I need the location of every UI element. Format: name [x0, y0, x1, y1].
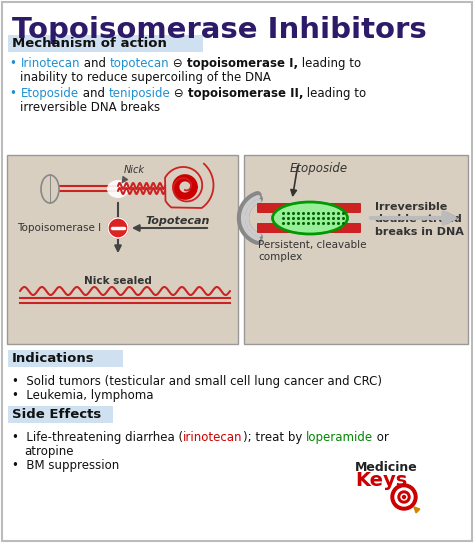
Text: Nick sealed: Nick sealed [84, 276, 152, 286]
Ellipse shape [107, 180, 129, 198]
Text: •: • [10, 57, 21, 70]
Circle shape [395, 488, 413, 506]
Text: teniposide: teniposide [109, 87, 170, 100]
Text: atropine: atropine [24, 445, 73, 458]
Text: Indications: Indications [12, 352, 95, 365]
FancyBboxPatch shape [257, 203, 361, 213]
Circle shape [108, 218, 128, 238]
Text: Topoisomerase I: Topoisomerase I [17, 223, 101, 233]
Text: •  Life-threatening diarrhea (: • Life-threatening diarrhea ( [12, 431, 183, 444]
Circle shape [401, 494, 407, 500]
Text: leading to: leading to [298, 57, 361, 70]
FancyBboxPatch shape [257, 223, 361, 233]
Circle shape [391, 484, 417, 510]
Text: •  Leukemia, lymphoma: • Leukemia, lymphoma [12, 389, 154, 402]
Text: loperamide: loperamide [306, 431, 373, 444]
Circle shape [402, 496, 405, 498]
Text: Mechanism of action: Mechanism of action [12, 37, 167, 50]
Text: leading to: leading to [303, 87, 366, 100]
Text: •  BM suppression: • BM suppression [12, 459, 119, 472]
Text: topoisomerase I,: topoisomerase I, [187, 57, 298, 70]
Text: topoisomerase II,: topoisomerase II, [188, 87, 303, 100]
Text: Irinotecan: Irinotecan [21, 57, 80, 70]
Circle shape [398, 491, 410, 503]
Text: Medicine: Medicine [355, 461, 418, 474]
Text: ⊖: ⊖ [170, 57, 187, 70]
Text: inability to reduce supercoiling of the DNA: inability to reduce supercoiling of the … [20, 71, 271, 84]
Text: topotecan: topotecan [110, 57, 170, 70]
Text: Irreversible
double-strand
breaks in DNA: Irreversible double-strand breaks in DNA [375, 202, 464, 237]
Text: •  Solid tumors (testicular and small cell lung cancer and CRC): • Solid tumors (testicular and small cel… [12, 375, 382, 388]
Text: Topoisomerase Inhibitors: Topoisomerase Inhibitors [12, 16, 427, 44]
FancyBboxPatch shape [8, 406, 113, 423]
Text: irreversible DNA breaks: irreversible DNA breaks [20, 101, 160, 114]
Text: irinotecan: irinotecan [183, 431, 243, 444]
Text: or: or [373, 431, 389, 444]
Text: Etoposide: Etoposide [290, 162, 348, 175]
Text: ); treat by: ); treat by [243, 431, 306, 444]
FancyBboxPatch shape [8, 350, 123, 367]
Text: and: and [79, 87, 109, 100]
Text: Persistent, cleavable
complex: Persistent, cleavable complex [258, 240, 366, 262]
Ellipse shape [273, 202, 347, 234]
Text: Side Effects: Side Effects [12, 408, 101, 421]
Text: ⊖: ⊖ [170, 87, 188, 100]
Text: Nick: Nick [124, 165, 145, 175]
FancyBboxPatch shape [7, 155, 238, 344]
Text: and: and [80, 57, 110, 70]
FancyBboxPatch shape [8, 35, 203, 52]
Text: •: • [10, 87, 21, 100]
Text: Etoposide: Etoposide [21, 87, 79, 100]
Text: Keys: Keys [355, 471, 407, 490]
Text: Topotecan: Topotecan [145, 216, 210, 226]
FancyBboxPatch shape [244, 155, 468, 344]
